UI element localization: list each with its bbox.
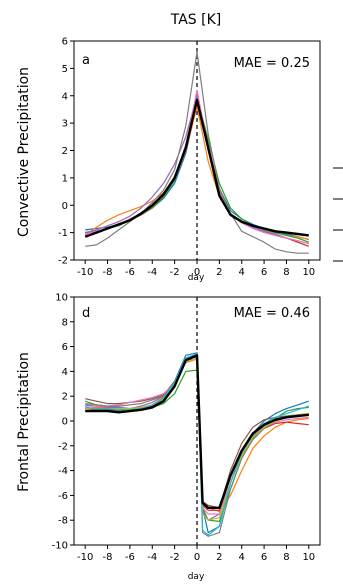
panel-d-xtick-label: 6: [261, 552, 267, 563]
panel-d-ylabel: Frontal Precipitation: [16, 352, 32, 492]
panel-d-xtick-label: 2: [216, 552, 222, 563]
figure-title: TAS [K]: [170, 12, 221, 28]
panel-d-ytick-label: 8: [62, 317, 68, 328]
panel-a-ytick-label: 2: [62, 146, 68, 157]
panel-a-xtick-label: -6: [125, 267, 135, 278]
panel-d-ytick-label: -2: [58, 441, 68, 452]
panel-a-annotation: MAE = 0.25: [234, 56, 310, 71]
panel-a-series-line-6: [85, 51, 309, 254]
panel-a-xtick-label: -2: [170, 267, 180, 278]
panel-a-ytick-label: 5: [62, 64, 68, 75]
panel-d-xtick-label: 4: [239, 552, 245, 563]
panel-a-label: a: [82, 53, 90, 68]
panel-d-xtick-label: -8: [103, 552, 113, 563]
panel-d-ytick-label: 2: [62, 392, 68, 403]
panel-d-ytick-label: -6: [58, 491, 68, 502]
panel-d-ytick-label: 0: [62, 417, 68, 428]
panel-d-xtick-label: -10: [77, 552, 93, 563]
panel-a-ytick-label: 0: [62, 201, 68, 212]
panel-a-xtick-label: -8: [103, 267, 113, 278]
panel-d-xtick-label: 10: [302, 552, 315, 563]
panel-a: Convective Precipitation day a MAE = 0.2…: [16, 37, 321, 283]
panel-d-xtick-label: -6: [125, 552, 135, 563]
panel-d-series-line-10: [85, 354, 309, 509]
panel-a-ylabel: Convective Precipitation: [16, 67, 32, 237]
panel-d-label: d: [82, 306, 90, 321]
panel-d-ytick-label: -10: [52, 541, 68, 552]
panel-d-xlabel: day: [188, 572, 205, 582]
panel-a-xtick-label: 2: [216, 267, 222, 278]
panel-a-series-line-7: [84, 98, 309, 238]
panel-a-xtick-label: 8: [283, 267, 289, 278]
panel-d-xtick-label: 0: [194, 552, 200, 563]
panel-d-annotation: MAE = 0.46: [234, 306, 310, 321]
panel-d-ytick-label: -4: [58, 466, 68, 477]
panel-a-ytick-label: 3: [62, 119, 68, 130]
panel-a-ytick-label: 4: [62, 91, 68, 102]
panel-a-xtick-label: -4: [147, 267, 157, 278]
panel-a-xtick-label: -10: [77, 267, 93, 278]
panel-a-xtick-label: 6: [261, 267, 267, 278]
panel-d-ytick-label: 6: [62, 342, 68, 353]
panel-a-series-line-4: [85, 95, 309, 245]
panel-a-xtick-label: 4: [239, 267, 245, 278]
panel-d-xtick-label: -4: [147, 552, 157, 563]
panel-d-ytick-label: -8: [58, 516, 68, 527]
panel-a-ytick-label: 6: [62, 37, 68, 48]
panel-d-ytick-label: 4: [62, 367, 68, 378]
panel-d: Frontal Precipitation day d MAE = 0.46 -…: [16, 293, 321, 582]
neighbor-panel-ticks: [333, 167, 343, 262]
panel-a-xlabel: day: [188, 273, 205, 283]
panel-a-ytick-label: -1: [58, 228, 68, 239]
panel-a-ytick-label: -2: [58, 256, 68, 267]
panel-d-xtick-label: 8: [283, 552, 289, 563]
panel-d-ytick-label: 10: [55, 293, 68, 304]
panel-a-ytick-label: 1: [62, 173, 68, 184]
panel-a-xtick-label: 10: [302, 267, 315, 278]
panel-d-xtick-label: -2: [170, 552, 180, 563]
panel-a-xtick-label: 0: [194, 267, 200, 278]
